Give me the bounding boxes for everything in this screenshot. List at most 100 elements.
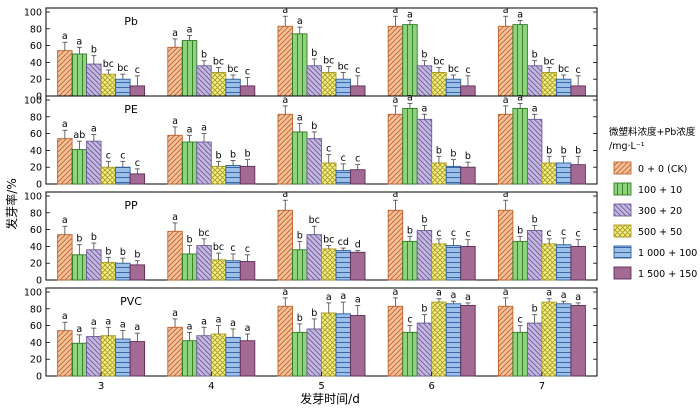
significance-letter: c <box>135 158 140 169</box>
bar <box>86 140 102 185</box>
significance-letter: c <box>465 65 470 76</box>
bar <box>86 336 102 377</box>
significance-letter: c <box>355 154 360 165</box>
significance-letter: ab <box>73 130 85 141</box>
bar <box>416 65 433 97</box>
y-tick-label: 40 <box>30 146 42 157</box>
bar <box>512 240 528 281</box>
significance-letter: b <box>532 304 538 315</box>
significance-letter: b <box>311 48 317 59</box>
bar <box>100 335 117 377</box>
bar <box>225 260 241 281</box>
bar <box>100 166 117 185</box>
significance-letter: bc <box>213 56 224 67</box>
significance-letter: a <box>532 103 538 114</box>
significance-letter: b <box>105 246 111 257</box>
significance-letter: c <box>576 229 581 240</box>
bar <box>460 85 476 97</box>
significance-letter: c <box>230 243 235 254</box>
significance-letter: a <box>91 123 97 134</box>
significance-letter: b <box>421 304 427 315</box>
significance-letter: b <box>311 308 317 319</box>
y-tick-label: 60 <box>30 225 42 236</box>
bar <box>460 245 476 281</box>
y-tick-label: 100 <box>24 192 42 203</box>
bar <box>431 301 447 377</box>
significance-letter: a <box>517 9 523 20</box>
bar <box>71 53 88 97</box>
legend-swatch <box>613 224 632 238</box>
significance-letter: a <box>326 292 332 303</box>
significance-letter: c <box>245 244 250 255</box>
bar <box>86 63 102 97</box>
significance-letter: a <box>172 212 178 223</box>
bar <box>416 118 433 185</box>
y-tick-label: 80 <box>30 112 42 123</box>
bar <box>239 340 256 377</box>
significance-letter: b <box>407 225 413 236</box>
significance-letter: a <box>393 287 399 298</box>
significance-letter: a <box>187 124 193 135</box>
significance-letter: a <box>282 95 288 106</box>
significance-letter: a <box>407 92 413 103</box>
significance-letter: a <box>62 31 68 42</box>
bar <box>115 262 131 281</box>
bar <box>71 149 88 185</box>
significance-letter: a <box>201 123 207 134</box>
significance-letter: a <box>172 308 178 319</box>
bar <box>115 78 131 97</box>
significance-letter: b <box>216 150 222 161</box>
significance-letter: a <box>201 316 207 327</box>
bar <box>570 245 586 281</box>
bar <box>225 336 241 377</box>
significance-letter: b <box>465 151 471 162</box>
significance-letter: a <box>465 292 471 303</box>
significance-letter: a <box>436 288 442 299</box>
significance-letter: b <box>297 313 303 324</box>
bar <box>181 253 198 281</box>
significance-letter: a <box>393 5 399 16</box>
bar <box>416 322 433 377</box>
bar <box>570 85 586 97</box>
y-tick-label: 100 <box>24 96 42 107</box>
bar <box>321 72 337 97</box>
significance-letter: a <box>245 323 251 334</box>
significance-letter: c <box>245 67 250 78</box>
bar <box>167 230 183 281</box>
x-tick-label: 4 <box>208 381 214 392</box>
y-tick-label: 0 <box>36 372 42 383</box>
x-axis-label: 发芽时间/d <box>300 391 360 406</box>
significance-letter: c <box>106 150 111 161</box>
bar <box>210 165 227 185</box>
bar <box>445 165 462 185</box>
significance-letter: bc <box>448 64 459 75</box>
significance-letter: a <box>172 116 178 127</box>
significance-letter: a <box>187 321 193 332</box>
significance-letter: c <box>355 65 360 76</box>
significance-letter: bc <box>309 215 320 226</box>
significance-letter: bc <box>558 64 569 75</box>
significance-letter: cd <box>338 237 349 248</box>
significance-letter: b <box>187 235 193 246</box>
significance-letter: a <box>393 189 399 200</box>
bar <box>387 25 404 97</box>
bar <box>71 342 88 377</box>
legend-entry: 300 + 20 <box>638 206 682 217</box>
significance-letter: c <box>436 228 441 239</box>
bar <box>86 249 102 281</box>
legend-unit: /mg·L⁻¹ <box>609 141 645 152</box>
significance-letter: a <box>187 25 193 36</box>
significance-letter: a <box>76 324 82 335</box>
legend-swatch <box>613 266 632 280</box>
significance-letter: bc <box>103 59 114 70</box>
bar <box>210 333 227 377</box>
bar <box>431 162 447 185</box>
bar <box>57 50 73 97</box>
significance-letter: c <box>451 228 456 239</box>
panel-label: PE <box>124 103 138 116</box>
bar <box>167 326 183 377</box>
bar <box>460 304 476 377</box>
significance-letter: a <box>355 294 361 305</box>
